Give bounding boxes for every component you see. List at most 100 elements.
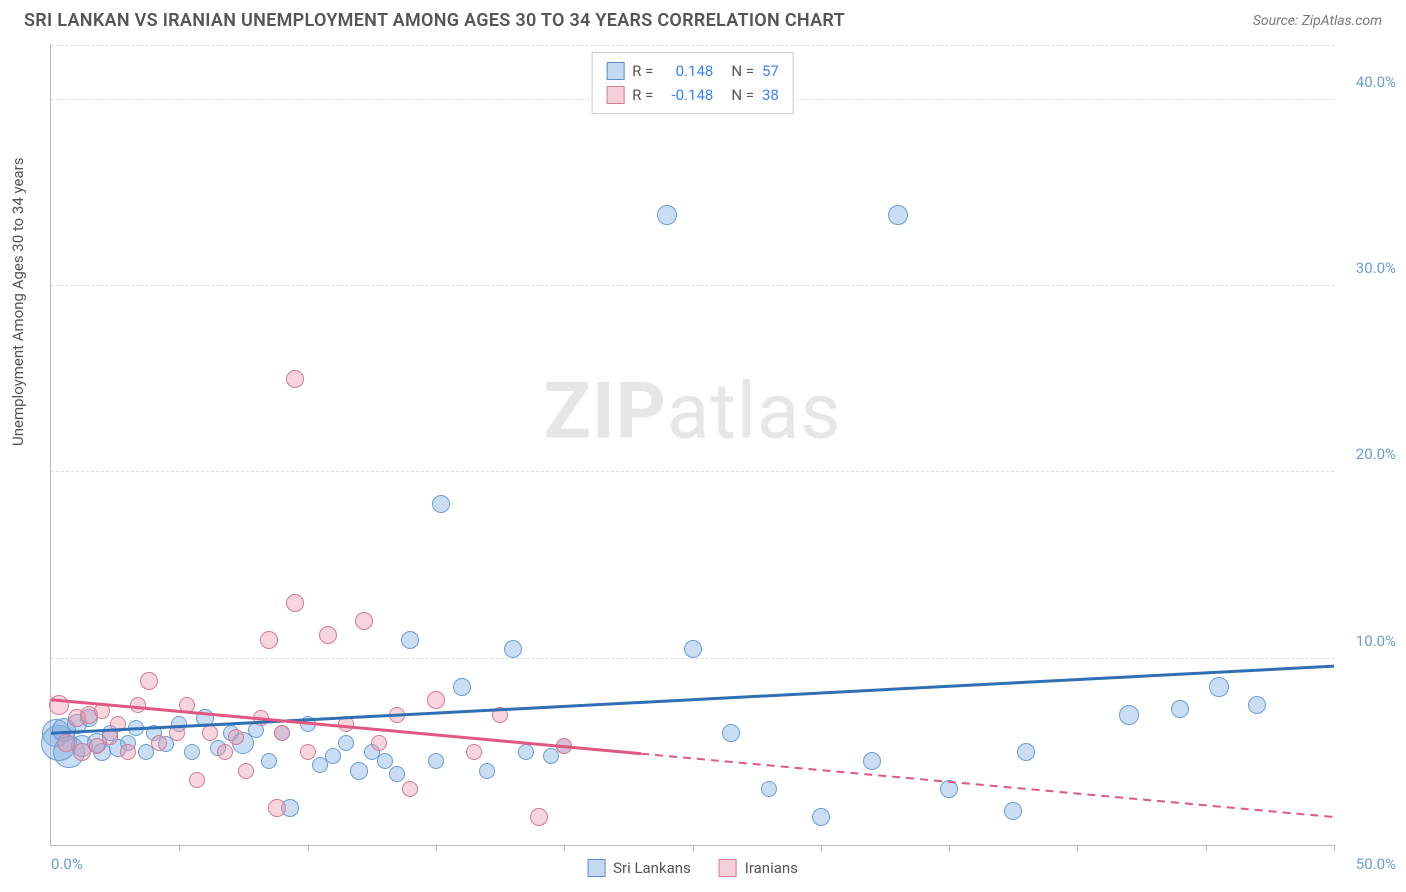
x-tick	[179, 845, 180, 851]
x-axis-start-label: 0.0%	[51, 855, 83, 873]
data-point	[479, 763, 495, 779]
x-tick	[1334, 845, 1335, 851]
data-point	[151, 735, 167, 751]
legend-item: Sri Lankans	[587, 859, 691, 877]
data-point	[217, 744, 233, 760]
data-point	[338, 735, 354, 751]
trend-lines	[51, 44, 1334, 845]
stats-row: R = -0.148 N = 38	[606, 83, 779, 107]
data-point	[722, 724, 740, 742]
x-tick	[821, 845, 822, 851]
data-point	[1248, 696, 1266, 714]
x-tick	[436, 845, 437, 851]
data-point	[325, 748, 341, 764]
data-point	[286, 594, 304, 612]
gridline	[51, 285, 1334, 286]
data-point	[427, 691, 445, 709]
correlation-stats-box: R = 0.148 N = 57 R = -0.148 N = 38	[591, 52, 794, 114]
data-point	[453, 678, 471, 696]
y-tick-label: 30.0%	[1356, 259, 1396, 277]
data-point	[319, 626, 337, 644]
data-point	[128, 720, 144, 736]
gridline	[51, 471, 1334, 472]
data-point	[530, 808, 548, 826]
data-point	[1004, 802, 1022, 820]
legend-item: Iranians	[719, 859, 798, 877]
data-point	[556, 738, 572, 754]
data-point	[286, 370, 304, 388]
swatch-icon	[587, 859, 605, 877]
legend-label: Iranians	[745, 859, 798, 877]
data-point	[812, 808, 830, 826]
data-point	[300, 744, 316, 760]
data-point	[350, 762, 368, 780]
r-value: -0.148	[661, 83, 713, 107]
x-axis-end-label: 50.0%	[1356, 855, 1396, 873]
data-point	[761, 781, 777, 797]
data-point	[518, 744, 534, 760]
data-point	[228, 729, 244, 745]
data-point	[940, 780, 958, 798]
data-point	[402, 781, 418, 797]
data-point	[466, 744, 482, 760]
data-point	[73, 743, 91, 761]
r-label: R =	[632, 83, 653, 107]
n-label: N =	[731, 59, 754, 83]
x-tick	[308, 845, 309, 851]
data-point	[389, 707, 405, 723]
data-point	[1209, 677, 1229, 697]
data-point	[1119, 705, 1139, 725]
r-value: 0.148	[661, 59, 713, 83]
data-point	[371, 735, 387, 751]
data-point	[355, 612, 373, 630]
x-tick	[564, 845, 565, 851]
n-label: N =	[731, 83, 754, 107]
data-point	[169, 725, 185, 741]
swatch-icon	[606, 62, 624, 80]
data-point	[94, 703, 110, 719]
y-tick-label: 40.0%	[1356, 73, 1396, 91]
n-value: 38	[762, 83, 779, 107]
data-point	[189, 772, 205, 788]
data-point	[657, 205, 677, 225]
data-point	[184, 744, 200, 760]
chart-title: SRI LANKAN VS IRANIAN UNEMPLOYMENT AMONG…	[24, 10, 845, 31]
y-tick-label: 10.0%	[1356, 632, 1396, 650]
y-tick-label: 20.0%	[1356, 445, 1396, 463]
data-point	[268, 799, 286, 817]
data-point	[1171, 700, 1189, 718]
data-point	[253, 710, 269, 726]
data-point	[300, 716, 316, 732]
data-point	[49, 695, 69, 715]
data-point	[492, 707, 508, 723]
chart-plot-area: ZIPatlas R = 0.148 N = 57 R = -0.148 N =…	[50, 44, 1334, 846]
x-tick	[693, 845, 694, 851]
data-point	[110, 716, 126, 732]
stats-row: R = 0.148 N = 57	[606, 59, 779, 83]
data-point	[238, 763, 254, 779]
data-point	[401, 631, 419, 649]
data-point	[130, 697, 146, 713]
swatch-icon	[719, 859, 737, 877]
data-point	[120, 744, 136, 760]
data-point	[888, 205, 908, 225]
data-point	[377, 753, 393, 769]
source-attribution: Source: ZipAtlas.com	[1253, 13, 1382, 29]
data-point	[684, 640, 702, 658]
data-point	[504, 640, 522, 658]
legend: Sri Lankans Iranians	[587, 859, 798, 877]
data-point	[202, 725, 218, 741]
data-point	[428, 753, 444, 769]
data-point	[140, 672, 158, 690]
data-point	[863, 752, 881, 770]
x-tick	[949, 845, 950, 851]
x-tick	[1206, 845, 1207, 851]
data-point	[179, 697, 195, 713]
watermark: ZIPatlas	[543, 367, 841, 458]
y-axis-label: Unemployment Among Ages 30 to 34 years	[9, 158, 27, 446]
r-label: R =	[632, 59, 653, 83]
data-point	[338, 716, 354, 732]
data-point	[1017, 743, 1035, 761]
swatch-icon	[606, 86, 624, 104]
gridline	[51, 45, 1334, 46]
